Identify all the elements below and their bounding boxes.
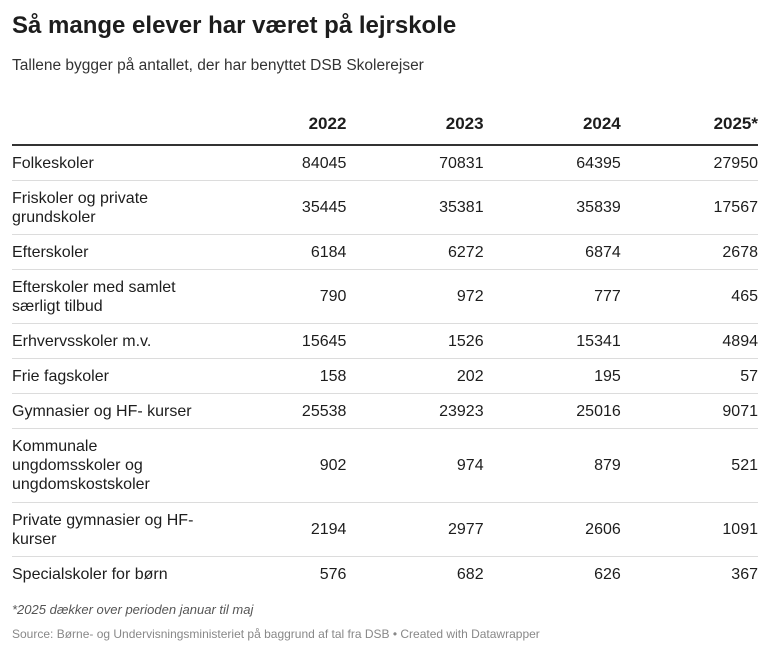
cell-value: 23923 [346, 393, 484, 429]
row-label: Erhvervsskoler m.v. [12, 323, 210, 359]
table-row: Private gymnasier og HF-kurser 2194 2977 26… [12, 502, 758, 557]
cell-value: 202 [346, 358, 484, 394]
cell-value: 576 [319, 565, 347, 583]
cell-value: 35445 [209, 180, 347, 235]
cell-value: 15341 [483, 323, 621, 359]
cell-value: 879 [483, 428, 621, 503]
table-row: Efterskoler med samlet særligt tilbud 790… [12, 269, 758, 324]
row-label: Frie fagskoler [12, 358, 210, 394]
cell-value: 195 [483, 358, 621, 394]
table-row: Gymnasier og HF- kurser 25538 23923 25016 90… [12, 393, 758, 429]
cell-value: 2194 [209, 502, 347, 557]
cell-value: 6874 [483, 234, 621, 270]
cell-value: 465 [620, 269, 758, 324]
row-label: Private gymnasier og HF-kurser [12, 502, 210, 557]
cell-value: 974 [346, 428, 484, 503]
column-header [12, 104, 210, 146]
table-row: Frie fagskoler 158 202 195 57 [12, 358, 758, 394]
cell-value: 6272 [346, 234, 484, 270]
cell-value: 35381 [346, 180, 484, 235]
table-row: Efterskoler 6184 6272 6874 2678 [12, 234, 758, 270]
row-label: Gymnasier og HF- kurser [12, 393, 210, 429]
row-label: Efterskoler [12, 234, 210, 270]
header-row: 2022 2023 2024 2025* [12, 104, 758, 146]
table-row: Folkeskoler 84045 70831 64395 27950 [12, 145, 758, 181]
column-header: 2022 [209, 104, 347, 146]
cell-value: 35839 [483, 180, 621, 235]
chart-subtitle: Tallene bygger på antallet, der har beny… [12, 57, 424, 74]
cell-value: 25016 [483, 393, 621, 429]
cell-value: 1526 [346, 323, 484, 359]
row-label: Folkeskoler [12, 145, 210, 181]
cell-value: 84045 [209, 145, 347, 181]
cell-value: 790 [209, 269, 347, 324]
cell-value: 777 [483, 269, 621, 324]
cell-value: 521 [620, 428, 758, 503]
cell-value: 17567 [620, 180, 758, 235]
table-row: Erhvervsskoler m.v. 15645 1526 15341 4894 [12, 323, 758, 359]
table-row: Kommunale ungdomsskoler og ungdomskostsk… [12, 428, 758, 503]
cell-value: 4894 [620, 323, 758, 359]
row-label: Efterskoler med samlet særligt tilbud [12, 269, 210, 324]
cell-value: 27950 [620, 145, 758, 181]
row-label: Kommunale ungdomsskoler og ungdomskostsk… [12, 428, 210, 503]
column-header: 2025* [620, 104, 758, 146]
cell-value: 9071 [620, 393, 758, 429]
cell-value: 682 [456, 565, 484, 583]
cell-value: 15645 [209, 323, 347, 359]
cell-value: 25538 [209, 393, 347, 429]
row-label: Friskoler og private grundskoler [12, 180, 210, 235]
cell-value: 70831 [346, 145, 484, 181]
footnote: *2025 dækker over perioden januar til ma… [12, 602, 254, 617]
row-label: Specialskoler for børn [12, 565, 168, 583]
table-row: Specialskoler for børn 576 682 626 367 [12, 557, 758, 592]
cell-value: 367 [731, 565, 758, 583]
cell-value: 2606 [483, 502, 621, 557]
cell-value: 972 [346, 269, 484, 324]
cell-value: 1091 [620, 502, 758, 557]
column-header: 2023 [346, 104, 484, 146]
cell-value: 64395 [483, 145, 621, 181]
cell-value: 902 [209, 428, 347, 503]
cell-value: 2678 [620, 234, 758, 270]
cell-value: 626 [594, 565, 621, 583]
data-table: 2022 2023 2024 2025* Folkeskoler 84045 708… [12, 104, 758, 591]
table-row: Friskoler og private grundskoler 35445 353… [12, 180, 758, 235]
cell-value: 158 [209, 358, 347, 394]
column-header: 2024 [483, 104, 621, 146]
cell-value: 6184 [209, 234, 347, 270]
chart-title: Så mange elever har været på lejrskole [12, 12, 457, 39]
cell-value: 57 [620, 358, 758, 394]
source-line: Source: Børne- og Undervisningsministeri… [12, 627, 540, 641]
cell-value: 2977 [346, 502, 484, 557]
